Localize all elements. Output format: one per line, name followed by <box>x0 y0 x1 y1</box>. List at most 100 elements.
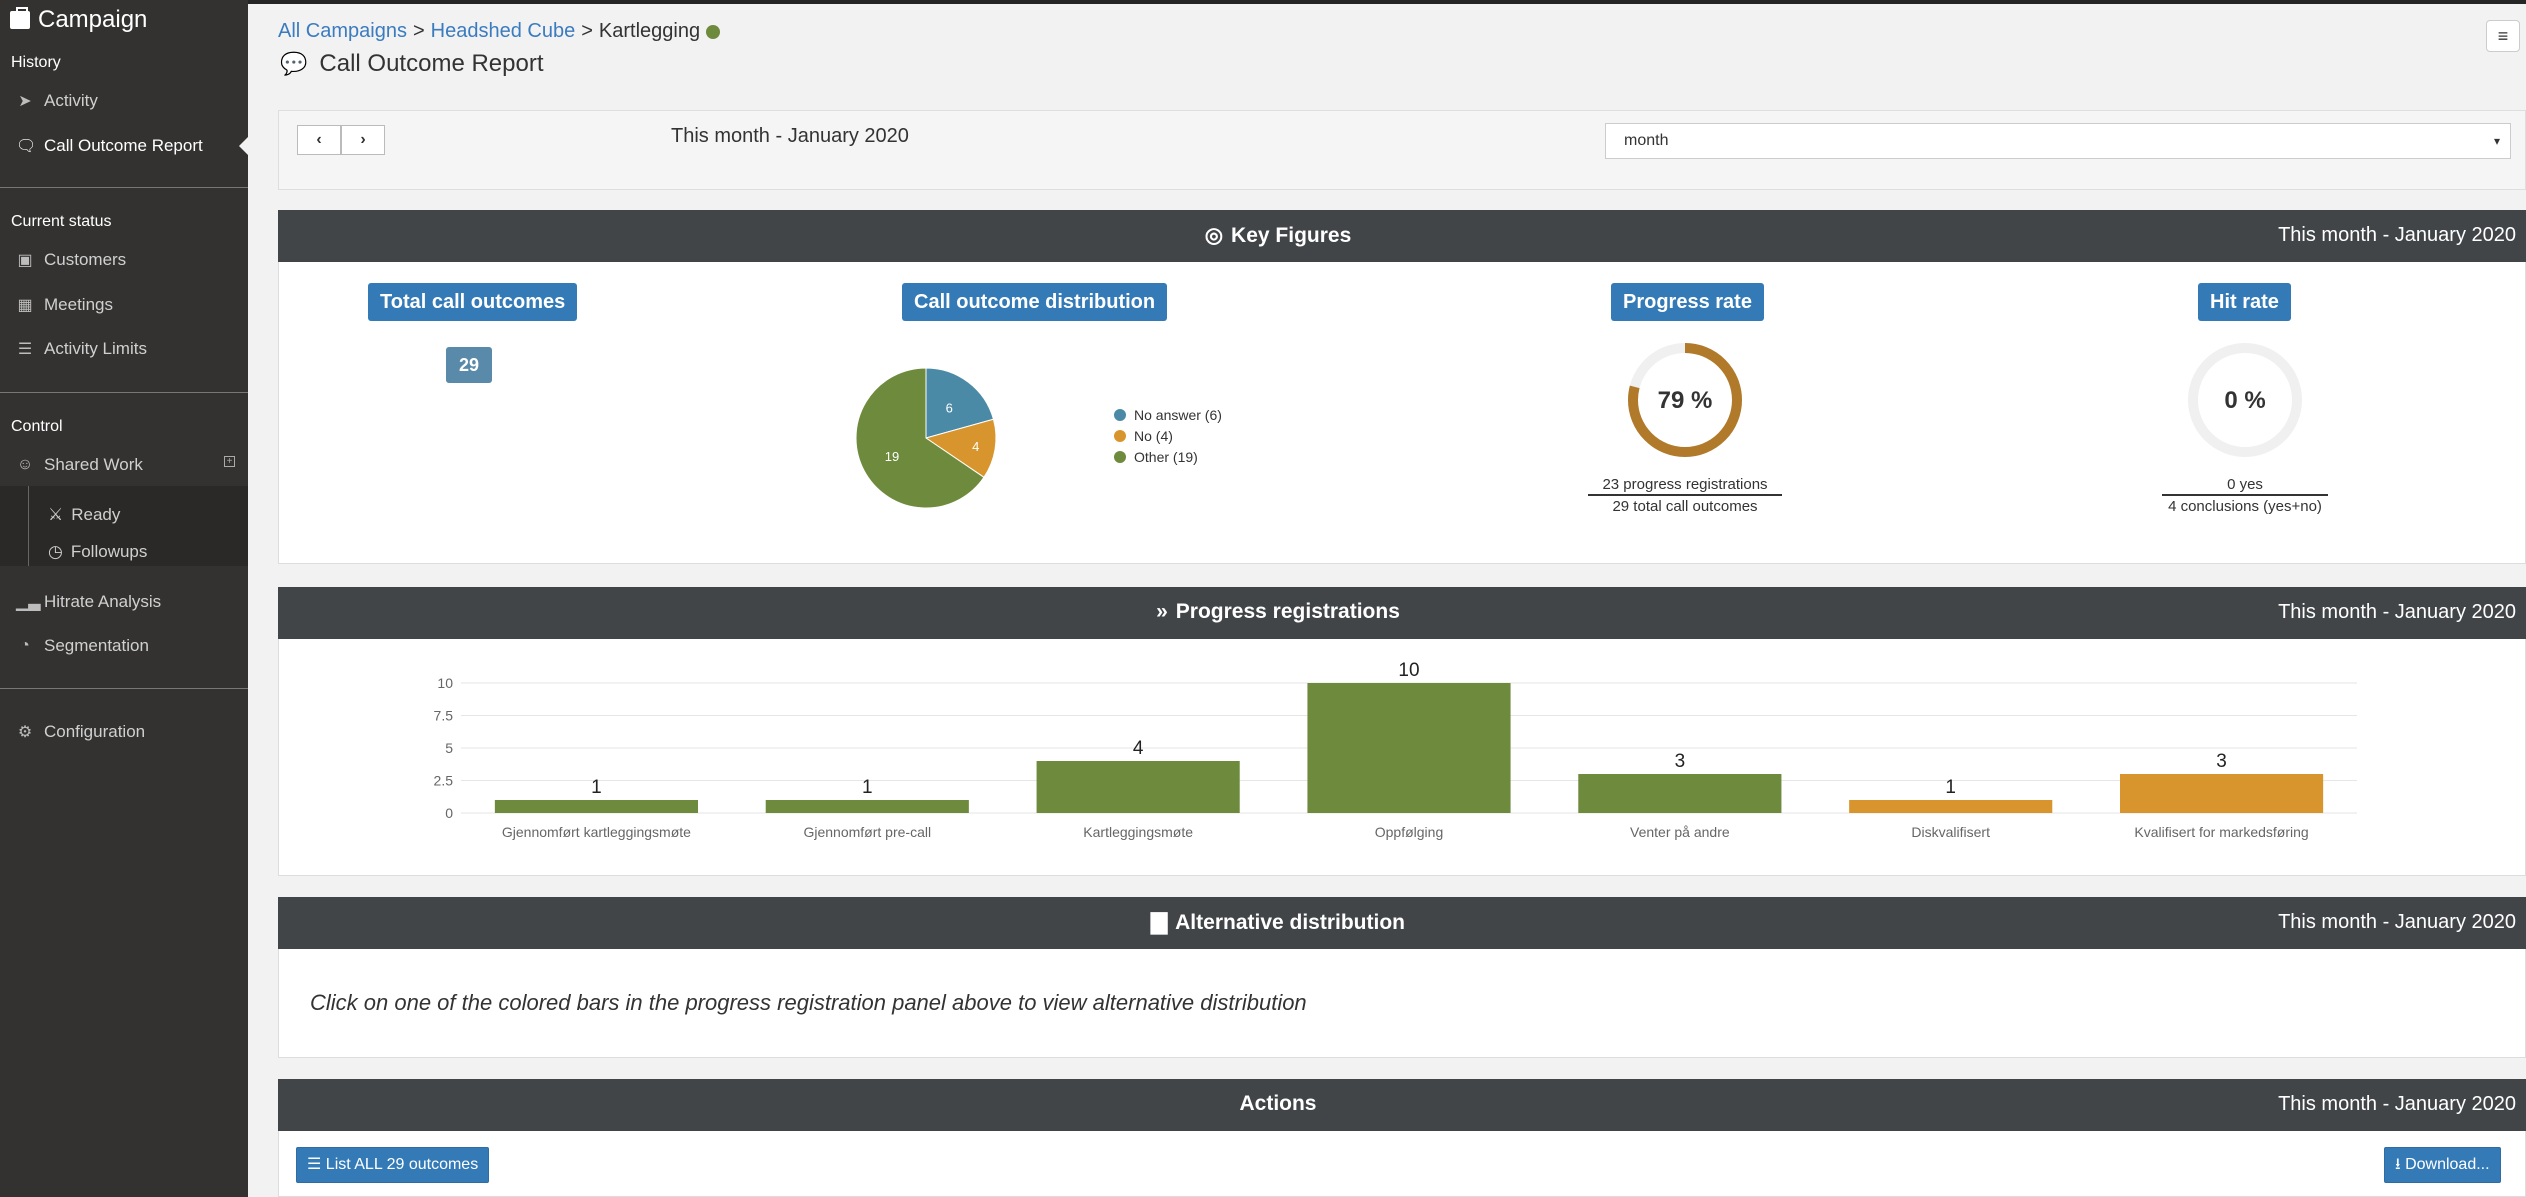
sidebar-item-configuration[interactable]: ⚙ Configuration <box>0 712 248 752</box>
y-tick-label: 2.5 <box>434 773 454 789</box>
bar-chart-icon: ▇ <box>1150 911 1168 934</box>
divider <box>0 392 248 393</box>
sidebar-item-activity[interactable]: ➤ Activity <box>0 81 248 121</box>
bar-value-label: 3 <box>2216 751 2227 772</box>
hit-rate-gauge: 0 % <box>2188 343 2302 457</box>
sidebar-item-activity-limits[interactable]: ☰ Activity Limits <box>0 329 248 369</box>
brand-label: Campaign <box>38 6 148 33</box>
pie-slice[interactable] <box>924 418 997 478</box>
sidebar: Campaign History ➤ Activity 🗨 Call Outco… <box>0 0 248 1197</box>
rocket-icon: ➤ <box>18 93 32 110</box>
download-button[interactable]: ⭳ Download... <box>2384 1147 2501 1183</box>
alternative-distribution-hint: Click on one of the colored bars in the … <box>310 990 1307 1015</box>
key-figures-period: This month - January 2020 <box>2278 224 2516 246</box>
legend-item[interactable]: No (4) <box>1114 425 1222 446</box>
sidebar-item-label: Customers <box>44 250 127 269</box>
breadcrumb-campaign[interactable]: Headshed Cube <box>430 20 576 42</box>
divider <box>0 688 248 689</box>
actions-title-text: Actions <box>1239 1092 1317 1115</box>
progress-rate-gauge: 79 % <box>1628 343 1742 457</box>
sidebar-item-label: Hitrate Analysis <box>44 592 162 611</box>
legend-swatch <box>1114 450 1126 463</box>
sidebar-item-segmentation[interactable]: ◔ Segmentation <box>0 626 248 666</box>
legend-swatch <box>1114 429 1126 442</box>
brand[interactable]: Campaign <box>10 6 147 34</box>
sidebar-item-label: Segmentation <box>44 636 149 655</box>
divider <box>0 187 248 188</box>
sidebar-item-followups[interactable]: ◷ Followups <box>48 535 147 569</box>
y-tick-label: 7.5 <box>434 708 454 724</box>
sidebar-item-label: Shared Work <box>44 455 143 474</box>
chevron-right-icon: › <box>360 131 366 148</box>
breadcrumb-current: Kartlegging <box>598 20 701 42</box>
previous-period-button[interactable]: ‹ <box>297 125 341 155</box>
legend-item[interactable]: Other (19) <box>1114 446 1222 467</box>
sidebar-item-label: Activity <box>44 91 98 110</box>
progress-registrations-bar-chart[interactable]: 0 2.5 5 7.5 10 1 Gjennomført kartleggingsmøte 1… <box>279 639 2526 876</box>
bar-value-label: 3 <box>1675 751 1686 772</box>
sidebar-item-customers[interactable]: ▣ Customers <box>0 240 248 280</box>
menu-button[interactable]: ≡ <box>2486 20 2520 52</box>
hit-numerator: 0 yes <box>2162 476 2328 496</box>
sidebar-item-shared-work[interactable]: ☺ Shared Work <box>0 445 248 485</box>
bar[interactable] <box>2120 774 2324 813</box>
bar-value-label: 4 <box>1133 738 1144 759</box>
pie-chart-icon: ◔ <box>20 637 30 654</box>
period-select-value: month <box>1624 132 1669 149</box>
progress-denominator: 29 total call outcomes <box>1612 498 1758 515</box>
hit-rate-value: 0 % <box>2224 387 2265 414</box>
calendar-icon: ▦ <box>17 297 33 314</box>
bar[interactable] <box>1307 683 1511 813</box>
hamburger-icon: ≡ <box>2497 26 2509 46</box>
bar-value-label: 10 <box>1398 660 1419 681</box>
list-all-outcomes-label: List ALL 29 outcomes <box>325 1156 479 1173</box>
next-period-button[interactable]: › <box>341 125 385 155</box>
key-figures-title: ◎ Key Figures <box>278 223 2278 248</box>
section-history: History <box>11 54 61 71</box>
x-tick-label: Kartleggingsmøte <box>1083 824 1193 840</box>
sidebar-item-label: Call Outcome Report <box>44 136 203 155</box>
key-figures-body <box>278 262 2526 564</box>
expand-icon[interactable]: + <box>224 456 235 467</box>
x-tick-label: Gjennomført kartleggingsmøte <box>502 824 691 840</box>
alternative-distribution-title-text: Alternative distribution <box>1175 910 1405 934</box>
bar[interactable] <box>494 800 698 813</box>
pie-slice[interactable] <box>925 367 995 439</box>
sidebar-item-call-outcome-report[interactable]: 🗨 Call Outcome Report <box>0 126 248 166</box>
sidebar-item-label: Configuration <box>44 722 146 741</box>
sliders-icon: ☰ <box>17 341 33 358</box>
actions-period: This month - January 2020 <box>2278 1093 2516 1115</box>
breadcrumb-separator: > <box>581 20 593 42</box>
legend-item[interactable]: No answer (6) <box>1114 404 1222 425</box>
sidebar-item-meetings[interactable]: ▦ Meetings <box>0 285 248 325</box>
status-dot-icon <box>706 24 721 39</box>
progress-ratio: 23 progress registrations 29 total call … <box>1588 476 1782 515</box>
pie-slice[interactable] <box>855 367 985 509</box>
breadcrumb-separator: > <box>412 20 425 42</box>
actions-header: Actions This month - January 2020 <box>278 1079 2526 1131</box>
bar[interactable] <box>765 800 969 813</box>
briefcase-icon <box>10 7 30 29</box>
call-outcome-pie-chart[interactable]: 6 4 19 <box>846 358 1006 518</box>
x-tick-label: Gjennomført pre-call <box>803 824 931 840</box>
list-all-outcomes-button[interactable]: ☰ List ALL 29 outcomes <box>296 1147 490 1183</box>
active-indicator <box>239 137 248 155</box>
bar[interactable] <box>1849 800 2053 813</box>
breadcrumb-all-campaigns[interactable]: All Campaigns <box>278 20 407 42</box>
hit-ratio: 0 yes 4 conclusions (yes+no) <box>2162 476 2328 515</box>
total-call-outcomes-label: Total call outcomes <box>368 283 578 321</box>
alternative-distribution-title: ▇ Alternative distribution <box>278 910 2278 935</box>
sidebar-item-label: Followups <box>70 542 148 561</box>
bar[interactable] <box>1036 761 1240 813</box>
key-figures-title-text: Key Figures <box>1231 223 1352 247</box>
legend-label: No (4) <box>1134 427 1173 444</box>
pie-slice-label: 19 <box>885 449 899 464</box>
gauge-track <box>2188 343 2302 457</box>
period-select[interactable]: month ▾ <box>1605 123 2511 159</box>
legend-label: Other (19) <box>1134 448 1198 465</box>
progress-numerator: 23 progress registrations <box>1588 476 1782 496</box>
sidebar-item-hitrate-analysis[interactable]: ▁▃ Hitrate Analysis <box>0 582 248 622</box>
sidebar-item-ready[interactable]: ⚔ Ready <box>48 498 120 532</box>
bar[interactable] <box>1578 774 1782 813</box>
x-tick-label: Kvalifisert for markedsføring <box>2134 824 2308 840</box>
